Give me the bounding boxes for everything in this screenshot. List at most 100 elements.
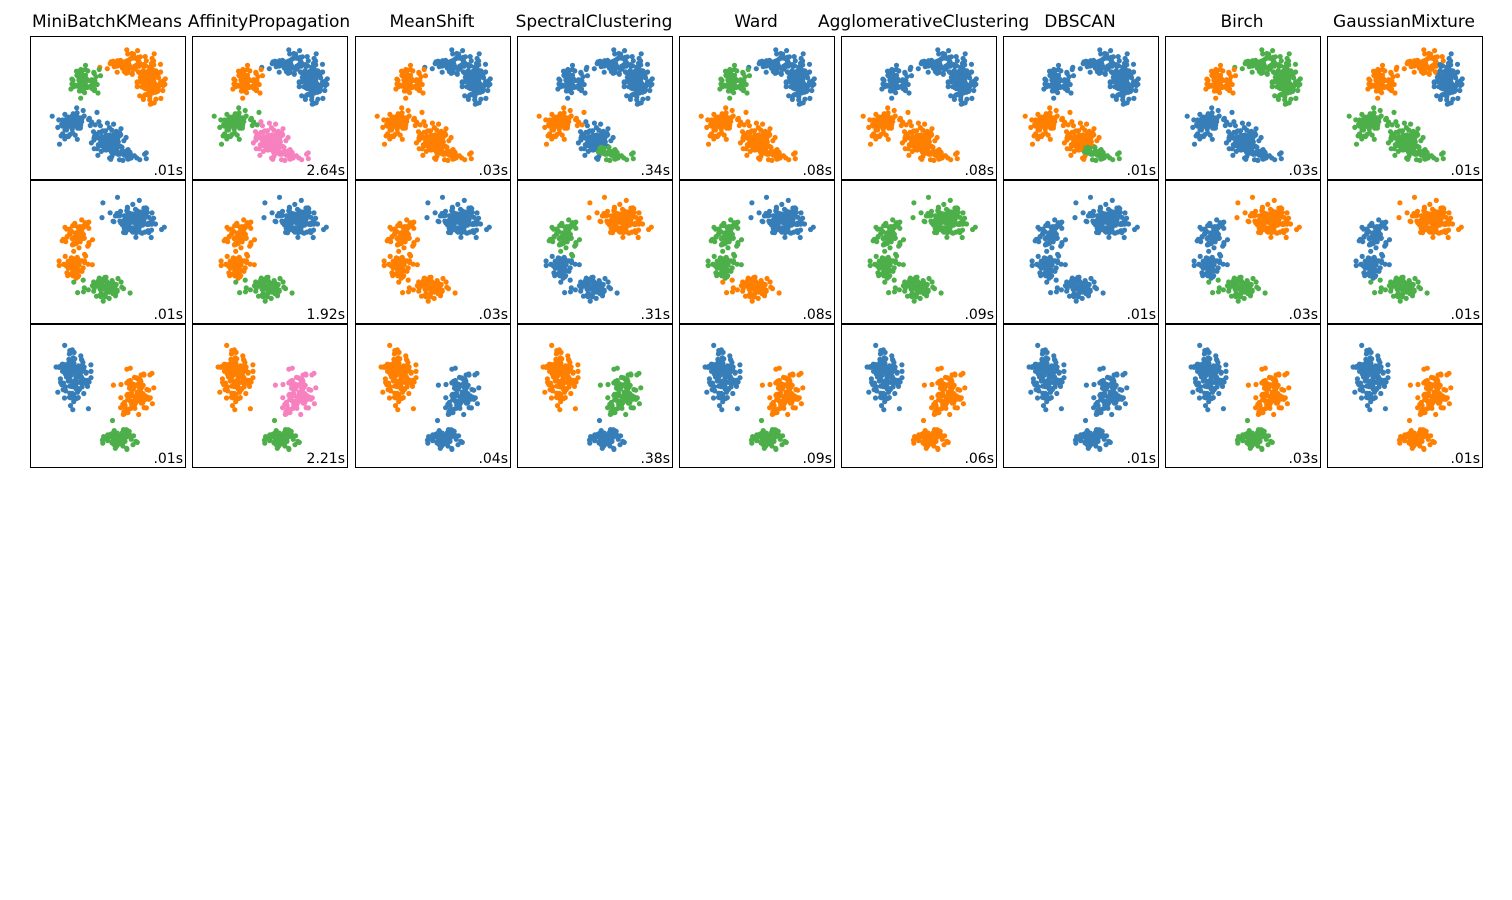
data-point <box>958 101 964 107</box>
scatter-plot <box>1184 47 1303 163</box>
data-point <box>282 157 288 163</box>
data-point <box>1364 131 1370 138</box>
data-point <box>794 80 800 86</box>
data-point <box>293 215 299 221</box>
data-point <box>1240 141 1246 147</box>
data-point <box>592 141 598 147</box>
data-point <box>284 213 290 219</box>
data-point <box>130 201 136 207</box>
data-point <box>239 85 245 91</box>
data-point <box>311 210 317 216</box>
data-point <box>606 144 612 150</box>
data-point <box>67 265 73 271</box>
data-point <box>586 134 592 140</box>
data-point <box>1249 129 1255 135</box>
data-point <box>945 84 951 90</box>
data-point <box>291 71 297 77</box>
data-point <box>1116 156 1122 162</box>
data-point <box>91 146 97 152</box>
data-point <box>162 76 168 82</box>
data-point <box>89 237 96 243</box>
data-point <box>74 68 80 74</box>
data-point <box>906 152 912 158</box>
data-point <box>885 68 891 74</box>
data-point <box>606 64 612 70</box>
data-point <box>1379 66 1385 73</box>
data-point <box>308 84 314 90</box>
data-point <box>1297 76 1303 82</box>
data-point <box>573 115 579 121</box>
data-point <box>1281 84 1287 90</box>
data-point <box>940 50 946 57</box>
data-point <box>1047 136 1053 142</box>
data-point <box>1374 122 1381 128</box>
data-point <box>607 157 613 163</box>
data-point <box>229 265 235 271</box>
data-point <box>1377 81 1383 87</box>
data-point <box>129 228 135 234</box>
data-point <box>1411 129 1417 135</box>
scatter-panel-row1-spectralclustering: .34s <box>517 36 673 180</box>
data-point <box>1107 84 1113 90</box>
data-point <box>1231 66 1237 73</box>
data-point <box>286 47 292 53</box>
data-point <box>259 73 266 79</box>
data-point <box>269 210 275 216</box>
data-point <box>1119 84 1125 90</box>
data-point <box>1110 157 1116 163</box>
data-point <box>1112 84 1118 90</box>
data-point <box>645 69 651 75</box>
data-point <box>86 242 92 248</box>
data-point <box>1405 59 1411 65</box>
data-point <box>470 71 476 77</box>
data-point <box>465 77 471 83</box>
data-point <box>1401 66 1407 72</box>
data-point <box>888 85 894 91</box>
data-point <box>704 124 710 130</box>
data-point <box>940 71 946 77</box>
data-point <box>464 84 470 90</box>
data-point <box>1371 136 1377 142</box>
data-point <box>106 295 112 301</box>
data-point <box>772 134 778 141</box>
data-point <box>741 122 747 128</box>
data-point <box>1098 51 1104 57</box>
data-point <box>1072 134 1078 140</box>
data-point <box>283 229 289 235</box>
data-point <box>482 61 489 67</box>
data-point <box>1239 66 1245 72</box>
data-point <box>77 236 84 242</box>
data-point <box>1426 71 1432 77</box>
data-point <box>951 96 957 102</box>
data-point <box>723 136 729 142</box>
data-point <box>211 113 217 119</box>
data-point <box>866 124 872 130</box>
data-point <box>627 77 633 83</box>
data-point <box>756 155 762 161</box>
data-point <box>82 220 88 226</box>
data-point <box>1184 113 1190 119</box>
data-point <box>629 54 635 60</box>
data-point <box>308 214 314 220</box>
data-point <box>1440 63 1446 69</box>
data-point <box>1356 121 1362 127</box>
data-point <box>140 96 146 102</box>
data-point <box>1376 116 1382 122</box>
data-point <box>893 90 899 96</box>
data-point <box>1285 67 1292 74</box>
data-point <box>729 107 735 114</box>
data-point <box>545 133 551 139</box>
data-point <box>1420 148 1427 154</box>
data-point <box>569 62 576 68</box>
data-point <box>1437 77 1443 83</box>
data-point <box>740 135 746 141</box>
data-point <box>598 148 604 155</box>
data-point <box>305 91 311 98</box>
data-point <box>1391 109 1397 115</box>
data-point <box>595 59 601 65</box>
data-point <box>961 67 968 74</box>
data-point <box>870 121 876 127</box>
data-point <box>1124 58 1130 64</box>
data-point <box>1198 127 1205 133</box>
data-point <box>277 213 283 219</box>
